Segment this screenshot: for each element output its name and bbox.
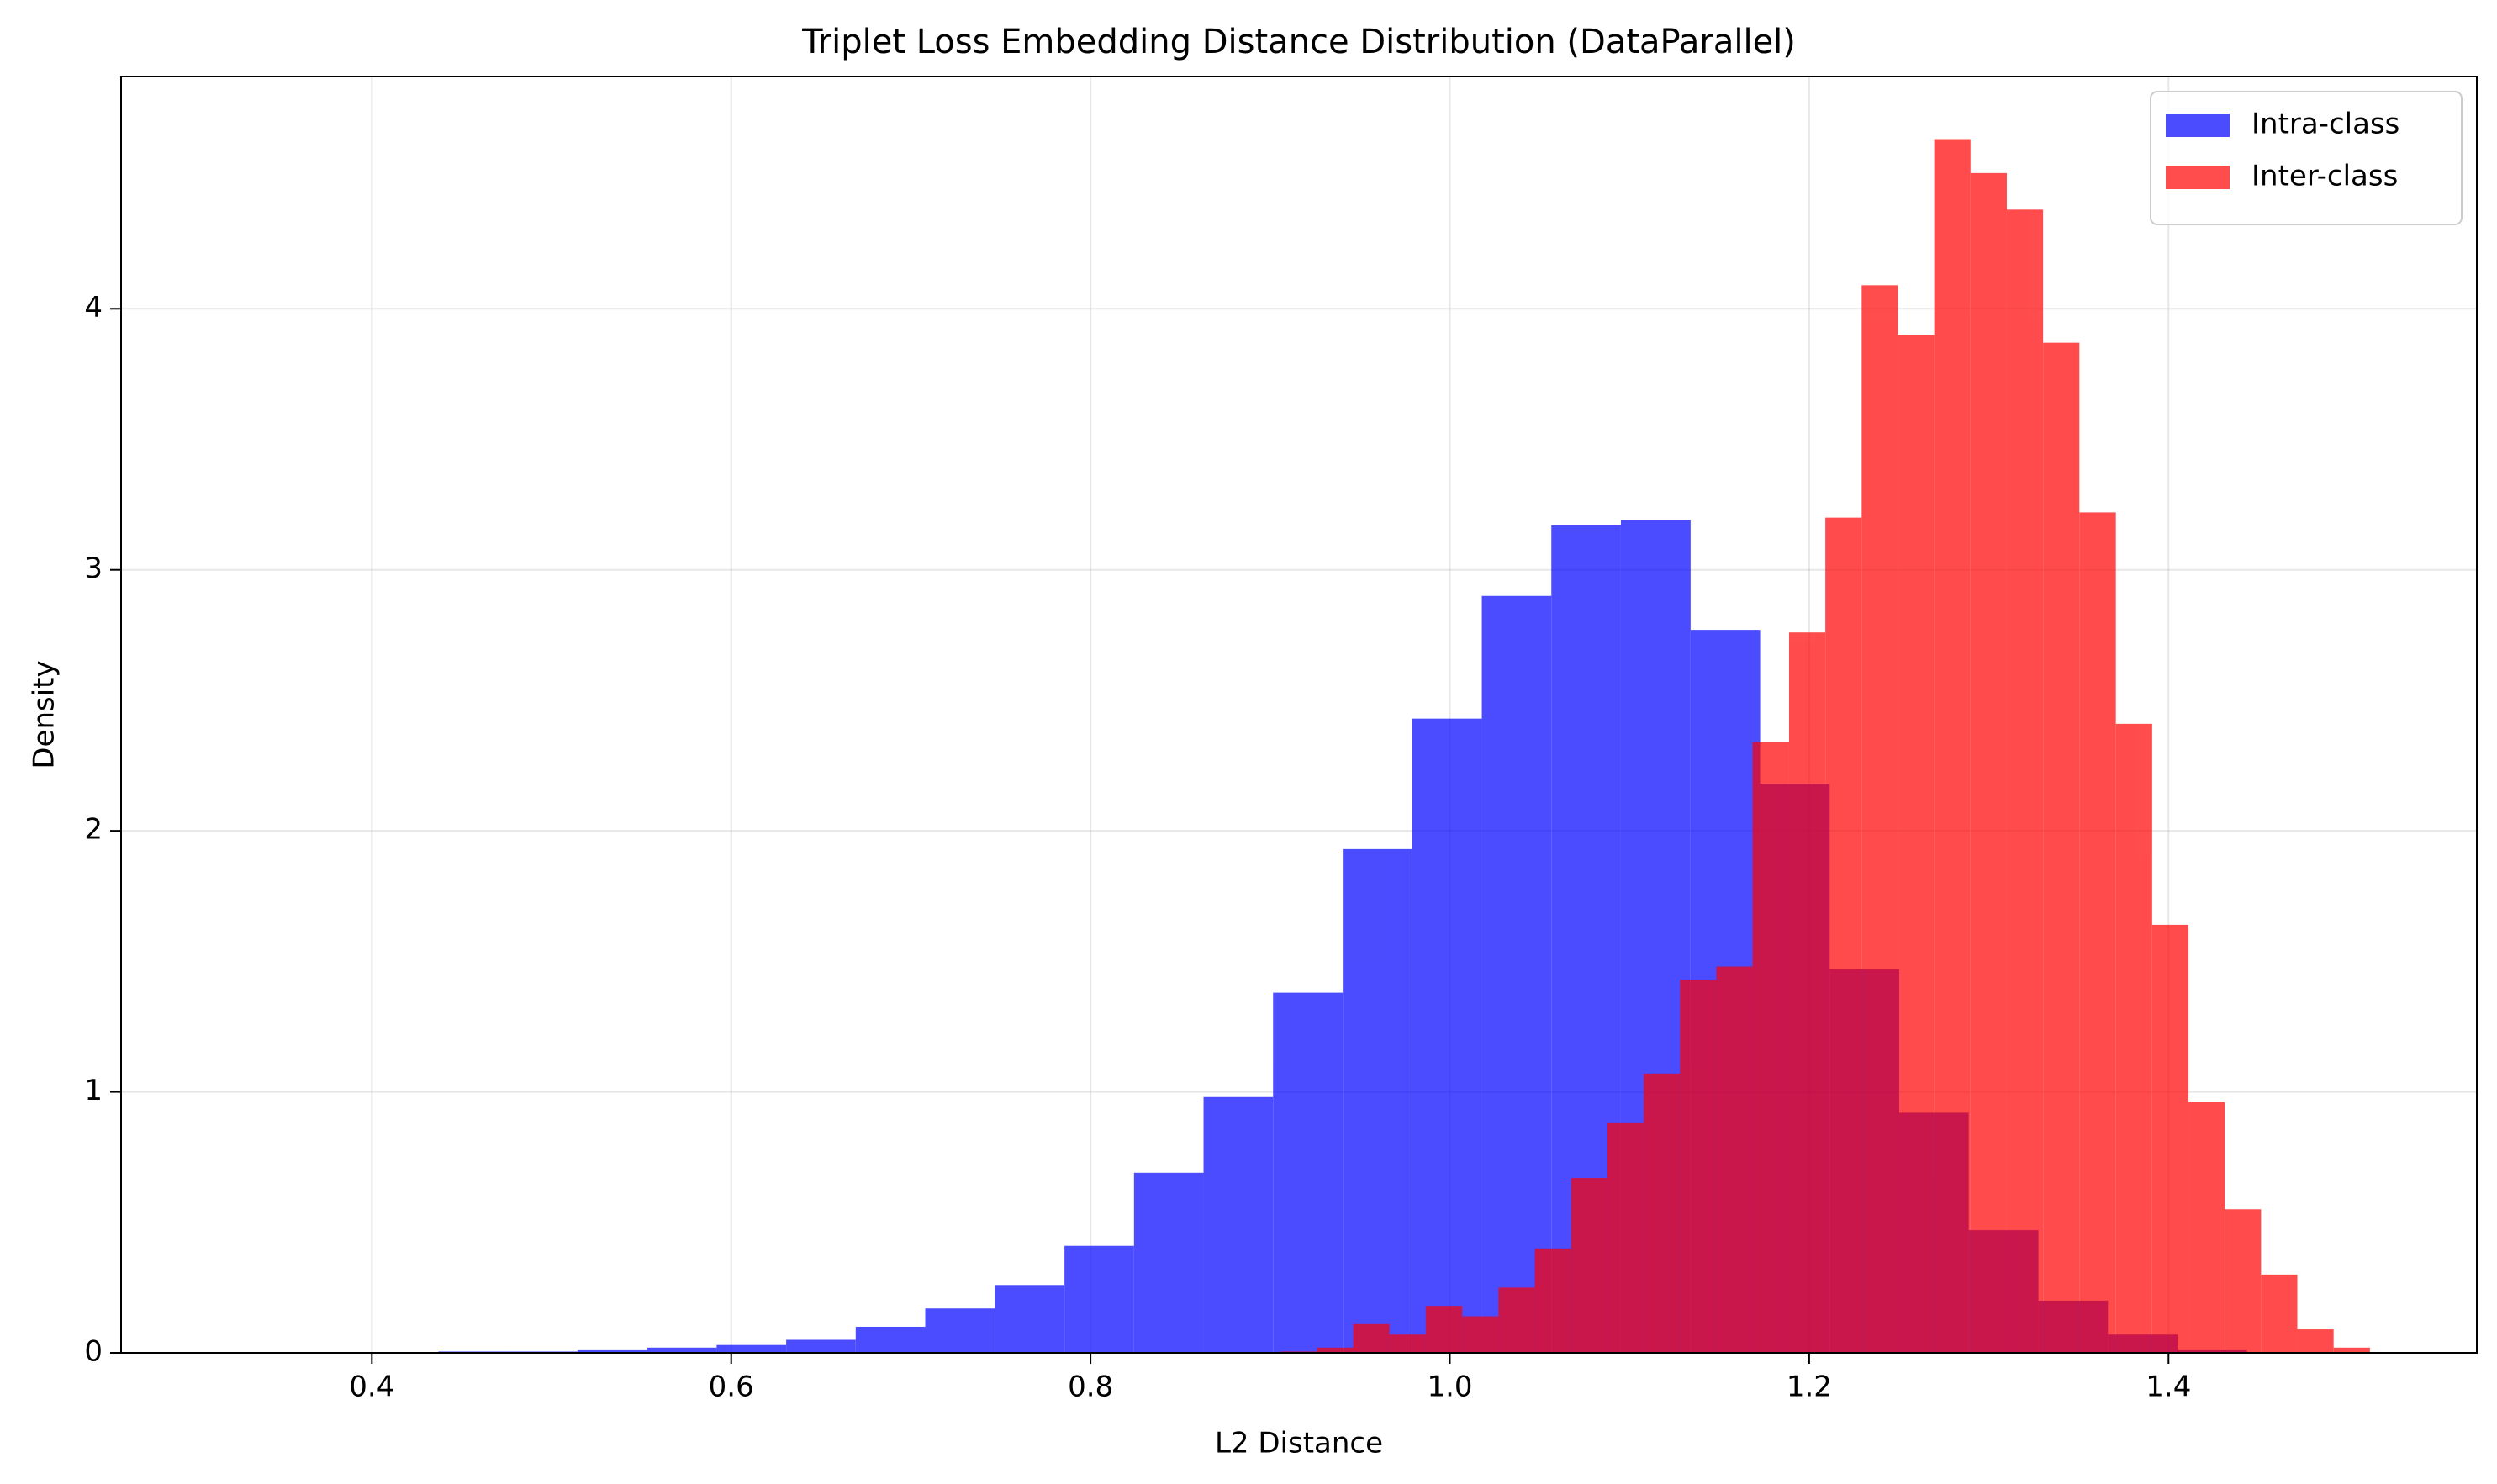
bar (1934, 139, 1971, 1354)
bar (647, 1347, 717, 1353)
bar (1273, 992, 1344, 1353)
bar (1752, 742, 1789, 1353)
y-tick-label: 0 (84, 1335, 103, 1369)
bar (2188, 1101, 2225, 1353)
bar (1389, 1334, 1426, 1353)
bar (1343, 848, 1412, 1353)
bar (2043, 342, 2080, 1353)
bar (855, 1326, 926, 1353)
bar (1861, 285, 1898, 1354)
y-tick-label: 3 (84, 552, 103, 585)
y-axis-label: Density (28, 660, 61, 768)
y-tick-label: 2 (84, 813, 103, 847)
bar (1133, 1172, 1204, 1353)
x-axis-label: L2 Distance (1215, 1427, 1383, 1460)
bar (1970, 172, 2007, 1354)
bar (716, 1344, 787, 1353)
bar (1825, 517, 1862, 1353)
bar (1607, 1122, 1644, 1353)
legend-label: Inter-class (2252, 160, 2398, 193)
plot-frame (120, 76, 2478, 1354)
bar (1498, 1287, 1535, 1353)
x-tick-label: 1.4 (2146, 1370, 2191, 1404)
bar (1412, 718, 1482, 1353)
bar (2151, 924, 2189, 1353)
bar (1064, 1245, 1134, 1353)
bar (2261, 1274, 2298, 1353)
x-tick-label: 0.8 (1068, 1370, 1113, 1404)
bar (577, 1349, 647, 1353)
x-tick-label: 0.4 (349, 1370, 394, 1404)
legend-swatch (2166, 166, 2230, 189)
bar (1788, 632, 1826, 1353)
x-tick-label: 0.6 (709, 1370, 754, 1404)
bar (2006, 209, 2044, 1354)
legend-label: Intra-class (2252, 108, 2399, 141)
bar (1644, 1073, 1681, 1353)
bar (925, 1308, 995, 1353)
x-tick-label: 1.0 (1427, 1370, 1472, 1404)
bar (786, 1339, 856, 1353)
bar (1680, 980, 1717, 1353)
bar (1534, 1248, 1571, 1353)
bar (1425, 1306, 1463, 1353)
bar (1716, 966, 1753, 1353)
y-tick-label: 4 (84, 291, 103, 325)
chart-title: Triplet Loss Embedding Distance Distribu… (801, 23, 1796, 61)
bar (2333, 1347, 2370, 1353)
series (1280, 139, 2370, 1354)
y-tick-label: 1 (84, 1074, 103, 1107)
bar (1353, 1323, 1390, 1353)
legend-swatch (2166, 114, 2230, 137)
bar (2297, 1329, 2334, 1353)
bar (1317, 1347, 1354, 1353)
bar (1898, 335, 1935, 1353)
bar (2079, 512, 2116, 1353)
bar (1462, 1316, 1499, 1353)
x-tick-label: 1.2 (1787, 1370, 1832, 1404)
bar (2115, 723, 2152, 1353)
bar (995, 1285, 1065, 1353)
bar (1481, 595, 1552, 1353)
bar (2225, 1209, 2262, 1353)
bar (1203, 1096, 1274, 1353)
bar (1571, 1178, 1607, 1353)
